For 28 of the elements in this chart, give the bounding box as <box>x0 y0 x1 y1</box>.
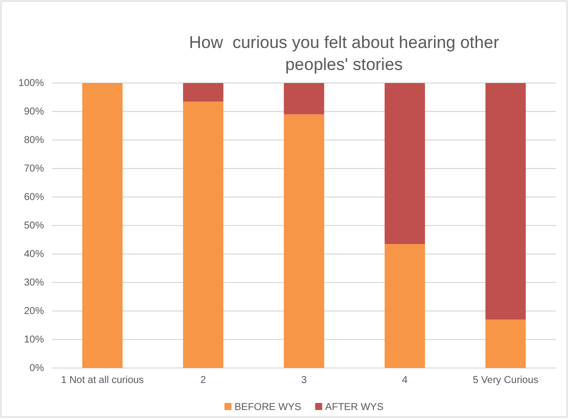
bar <box>284 114 324 368</box>
x-tick-label: 4 <box>402 375 408 386</box>
legend-label: AFTER WYS <box>325 402 384 413</box>
x-tick-label: 1 Not at all curious <box>60 375 144 386</box>
bar <box>384 83 425 244</box>
y-tick-label: 10% <box>24 334 44 346</box>
y-tick-label: 20% <box>24 306 44 318</box>
bar <box>284 83 324 114</box>
y-tick-label: 30% <box>24 278 44 289</box>
y-tick-label: 0% <box>30 363 44 374</box>
y-tick-label: 60% <box>24 192 44 204</box>
y-tick-label: 100% <box>18 78 44 90</box>
y-tick-label: 70% <box>24 164 44 175</box>
legend-label: BEFORE WYS <box>234 402 302 413</box>
bar <box>183 83 224 102</box>
bar <box>82 83 123 368</box>
bar <box>384 244 425 368</box>
bar <box>485 320 526 368</box>
bar <box>485 83 526 320</box>
y-tick-label: 90% <box>24 106 44 118</box>
bar <box>183 102 224 368</box>
y-tick-label: 80% <box>24 135 44 146</box>
y-tick-label: 50% <box>24 220 44 232</box>
chart-title: How curious you felt about hearing other peoples' stories <box>189 33 500 74</box>
x-tick-label: 3 <box>301 375 308 386</box>
x-tick-label: 5 Very Curious <box>472 375 538 386</box>
x-tick-label: 2 <box>200 375 206 386</box>
y-tick-label: 40% <box>24 249 44 260</box>
